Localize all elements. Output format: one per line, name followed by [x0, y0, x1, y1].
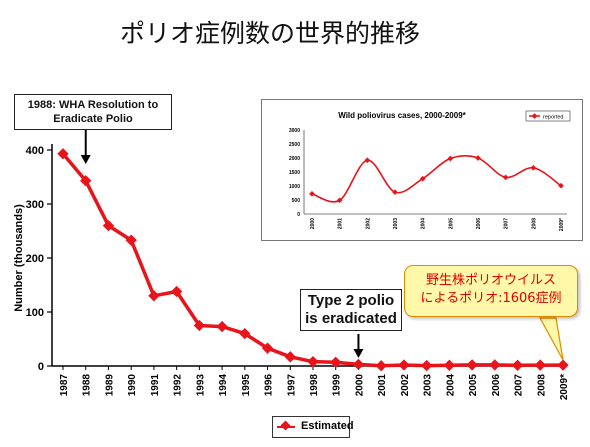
data-point: [193, 319, 206, 332]
inset-x-tick-label: 2009*: [559, 218, 565, 231]
y-tick-label: 300: [26, 199, 44, 211]
inset-data-point: [392, 189, 398, 195]
inset-y-tick-label: 2000: [289, 156, 300, 162]
wha-arrow-head: [80, 155, 91, 164]
data-point: [443, 359, 456, 371]
x-tick-label: 2005: [468, 374, 479, 397]
legend: Estimated: [272, 416, 354, 438]
inset-data-point: [419, 175, 426, 182]
x-tick-label: 2000: [354, 374, 365, 397]
inset-data-point: [309, 191, 315, 197]
data-point: [511, 359, 524, 371]
inset-chart-title: Wild poliovirus cases, 2000-2009*: [338, 111, 466, 120]
inset-chart-panel: Wild poliovirus cases, 2000-2009* reporte…: [261, 99, 583, 241]
data-point: [261, 342, 274, 354]
inset-reported-series-line: [311, 155, 562, 203]
inset-x-tick-label: 2006: [476, 218, 482, 229]
inset-x-tick-label: 2008: [531, 218, 537, 229]
wha-resolution-callout: 1988: WHA Resolution to Eradicate Polio: [14, 94, 172, 130]
inset-legend-label: reported: [543, 115, 564, 121]
inset-y-tick-label: 500: [292, 198, 301, 204]
data-point: [148, 290, 160, 302]
data-point: [489, 359, 501, 371]
inset-y-tick-label: 1500: [289, 170, 300, 176]
x-tick-label: 1988: [82, 374, 93, 397]
data-point: [420, 359, 433, 372]
y-tick-label: 0: [38, 361, 44, 373]
x-tick-label: 1998: [309, 374, 320, 397]
wild-polio-callout-line2: によるポリオ:1606症例: [420, 291, 562, 306]
inset-data-point: [558, 182, 564, 189]
slide-title: ポリオ症例数の世界的推移: [120, 19, 421, 48]
x-tick-label: 1993: [195, 374, 206, 397]
type2-arrow-head: [353, 349, 364, 358]
x-tick-label: 1996: [264, 374, 275, 397]
inset-x-tick-label: 2001: [338, 218, 344, 229]
inset-data-point: [530, 164, 537, 171]
x-tick-label: 1997: [286, 374, 297, 397]
inset-y-tick-label: 2500: [289, 142, 300, 148]
inset-legend-marker: [531, 113, 538, 119]
data-point: [284, 351, 296, 363]
x-tick-label: 1994: [218, 374, 229, 397]
x-tick-label: 2008: [536, 374, 547, 397]
inset-x-tick-label: 2005: [448, 218, 454, 229]
legend-label: Estimated: [301, 420, 354, 432]
inset-y-tick-label: 3000: [289, 128, 300, 134]
x-tick-label: 1995: [241, 374, 252, 397]
x-tick-label: 2009*: [559, 374, 570, 400]
legend-marker-icon: [280, 420, 291, 431]
inset-data-point: [502, 174, 509, 181]
data-point: [534, 359, 546, 371]
data-point: [125, 234, 137, 246]
x-tick-label: 2001: [377, 374, 388, 397]
x-tick-label: 2006: [491, 374, 502, 397]
data-point: [170, 285, 183, 298]
x-tick-label: 2004: [445, 374, 456, 397]
inset-x-tick-label: 2000: [310, 218, 316, 229]
data-point: [330, 356, 342, 368]
x-tick-label: 1987: [59, 374, 70, 397]
inset-chart: Wild poliovirus cases, 2000-2009* reporte…: [289, 110, 571, 231]
data-point: [352, 358, 365, 371]
inset-x-tick-label: 2002: [365, 218, 371, 229]
data-point: [239, 327, 251, 340]
data-point: [307, 356, 319, 368]
inset-legend-box: [525, 110, 571, 122]
x-tick-label: 2002: [400, 374, 411, 397]
data-point: [216, 320, 228, 333]
data-point: [375, 360, 387, 372]
y-axis-label: Number (thousands): [13, 204, 25, 312]
x-tick-label: 2007: [514, 374, 525, 397]
x-tick-label: 1992: [173, 374, 184, 397]
inset-x-tick-label: 2007: [504, 218, 510, 229]
inset-data-point: [447, 155, 454, 162]
type2-eradicated-callout: Type 2 polio is eradicated: [300, 289, 402, 331]
y-tick-label: 100: [26, 307, 44, 319]
data-point: [557, 359, 569, 371]
x-tick-label: 1991: [150, 374, 161, 397]
inset-y-tick-label: 0: [297, 212, 300, 218]
inset-y-tick-label: 1000: [289, 184, 300, 190]
inset-data-point: [475, 155, 481, 161]
x-tick-label: 1999: [332, 374, 343, 397]
y-tick-label: 200: [26, 253, 44, 265]
x-tick-label: 2003: [423, 374, 434, 397]
wild-polio-cases-callout: 野生株ポリオウイルス によるポリオ:1606症例: [404, 265, 578, 317]
data-point: [398, 359, 410, 371]
data-point: [466, 359, 478, 371]
wild-callout-pointer: [538, 317, 564, 361]
y-tick-label: 400: [26, 145, 44, 157]
inset-x-tick-label: 2004: [421, 218, 427, 229]
x-tick-label: 1990: [127, 374, 138, 397]
inset-x-tick-label: 2003: [393, 218, 399, 229]
x-tick-label: 1989: [104, 374, 115, 397]
inset-data-point: [364, 157, 371, 164]
wild-polio-callout-line1: 野生株ポリオウイルス: [425, 273, 556, 288]
